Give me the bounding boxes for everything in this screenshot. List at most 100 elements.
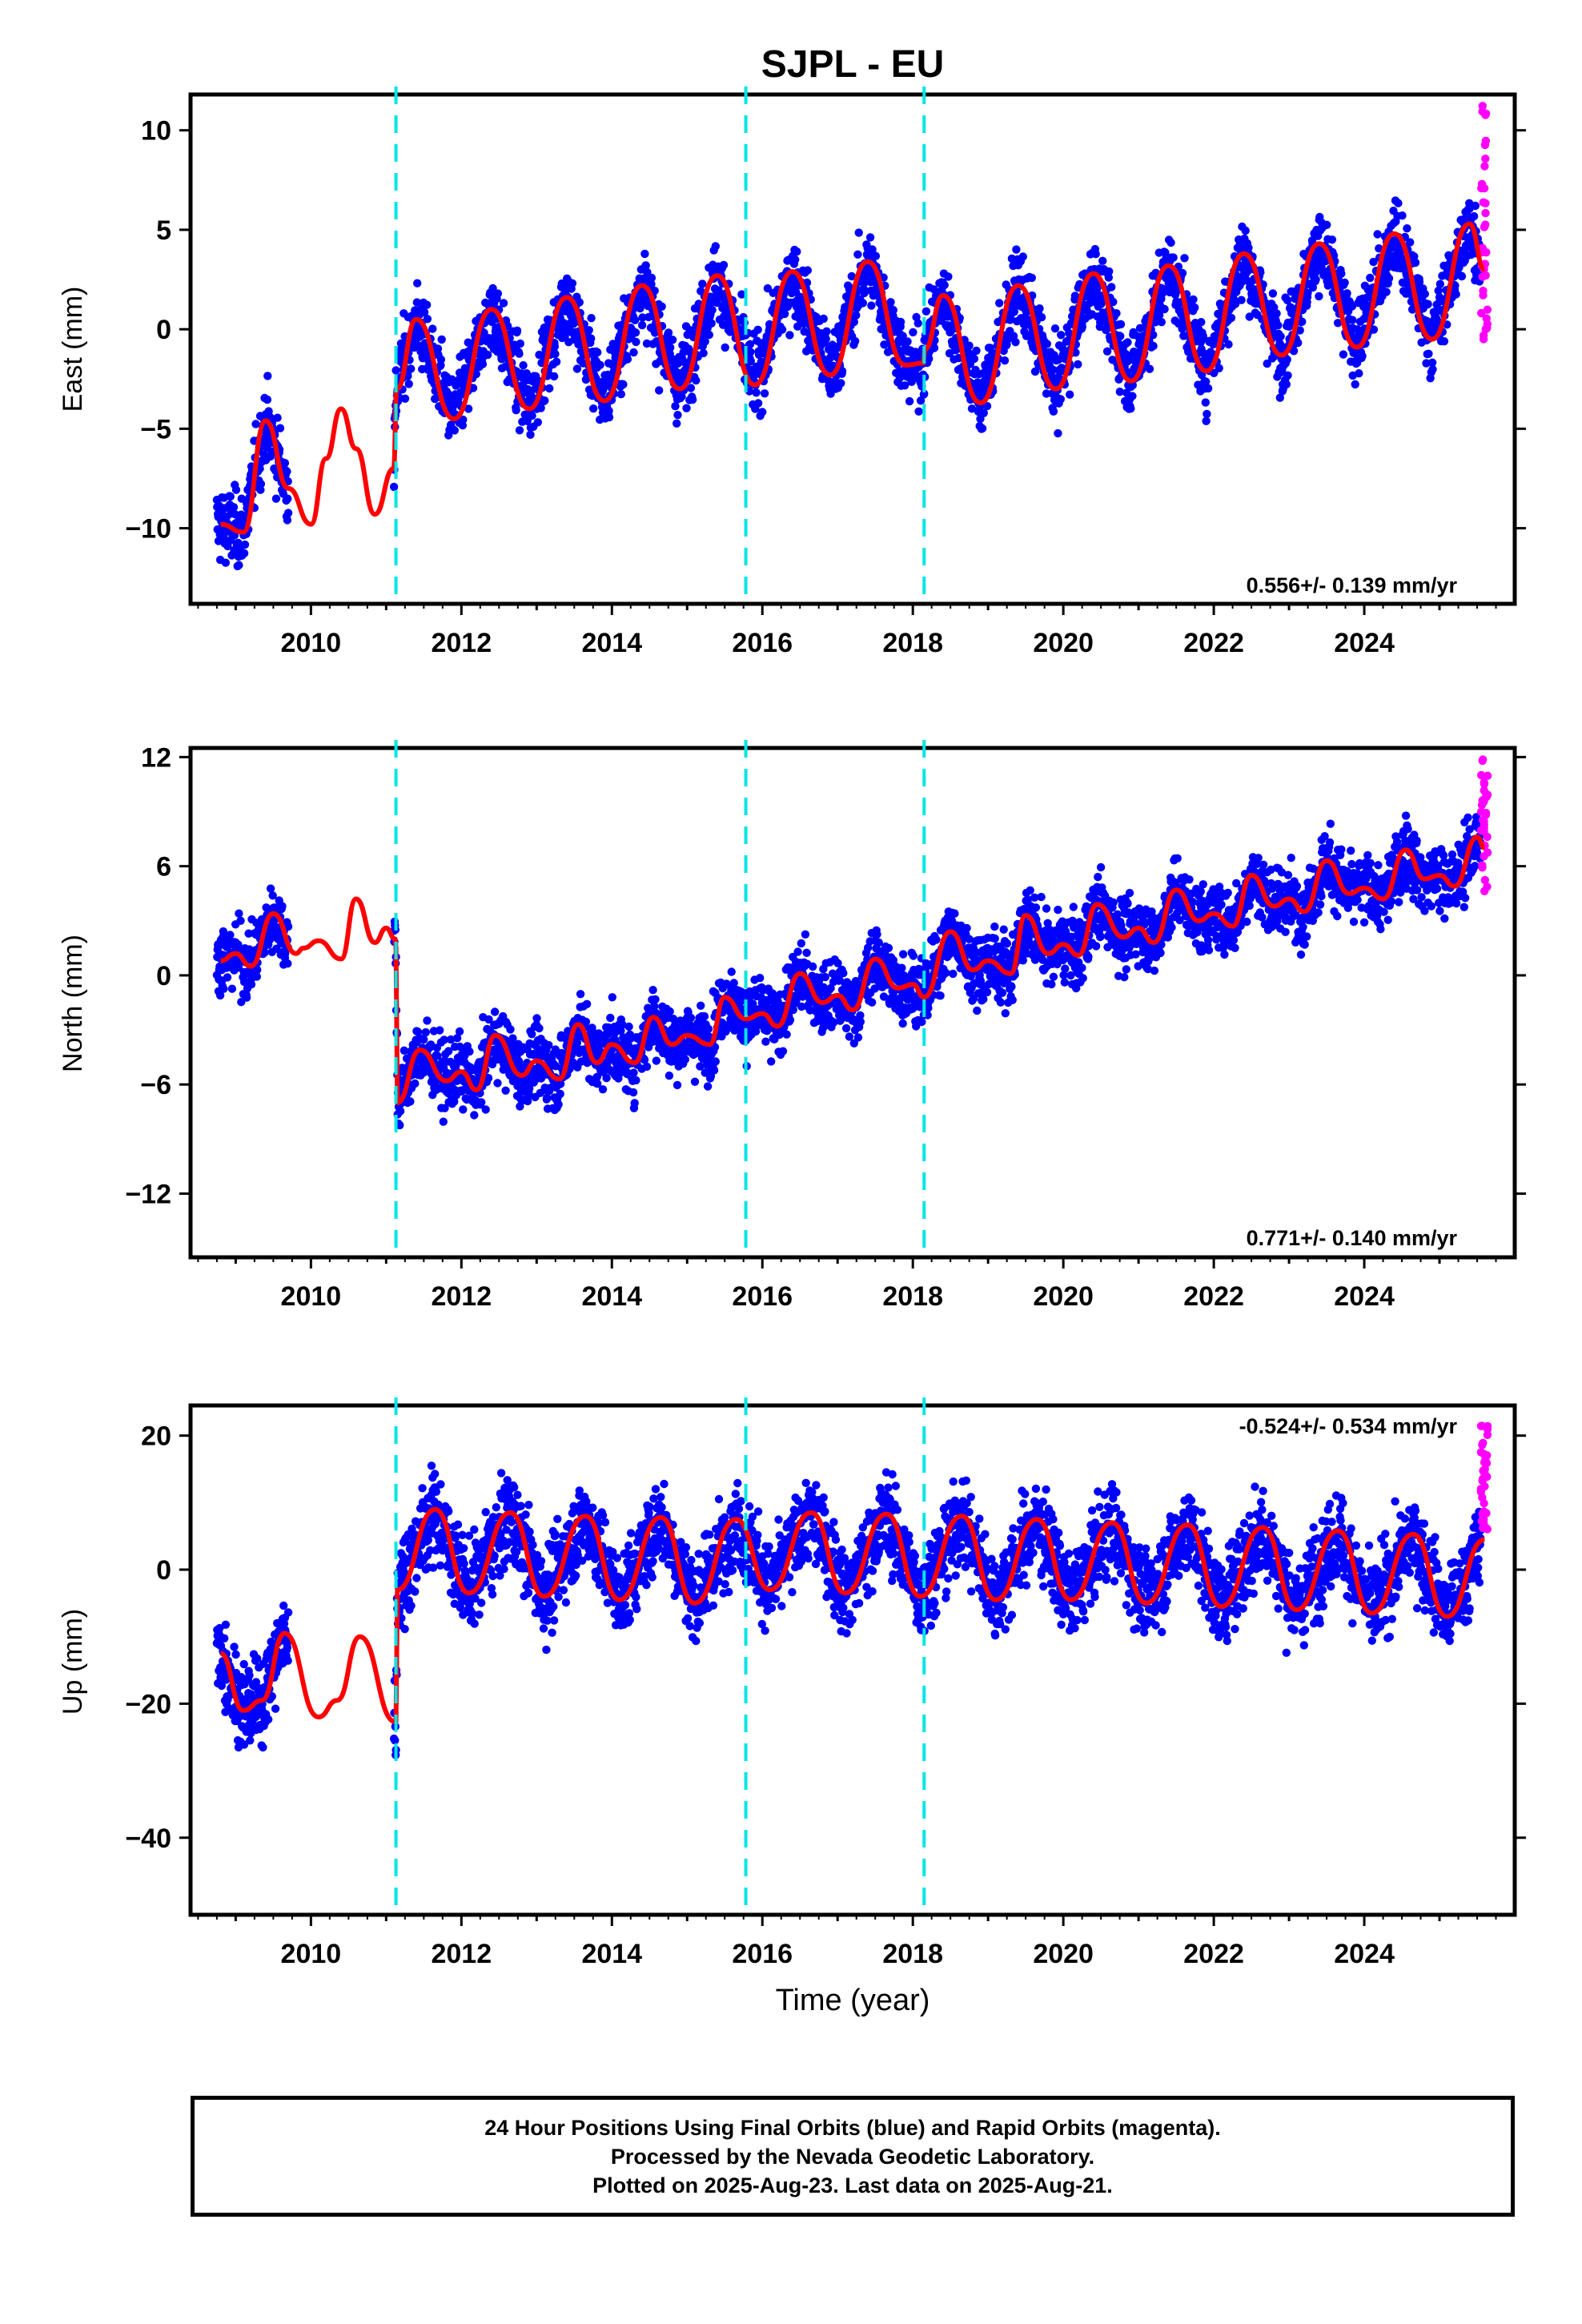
data-point xyxy=(749,999,757,1008)
data-point xyxy=(450,1097,459,1106)
data-point xyxy=(707,319,716,328)
data-point xyxy=(1366,273,1375,283)
data-point xyxy=(512,406,520,415)
data-point xyxy=(1157,318,1166,327)
data-point xyxy=(628,1088,638,1097)
data-point xyxy=(400,1046,408,1055)
data-point xyxy=(440,1104,449,1113)
data-point xyxy=(886,298,895,307)
data-point xyxy=(389,482,399,492)
x-tick-label: 2022 xyxy=(1183,628,1244,658)
data-point xyxy=(420,308,429,317)
data-point xyxy=(283,922,293,931)
data-point xyxy=(602,1074,611,1083)
data-point xyxy=(452,1034,462,1043)
data-point xyxy=(880,340,889,349)
data-point xyxy=(1451,281,1460,290)
data-point xyxy=(465,1047,474,1056)
chart-title: SJPL - EU xyxy=(761,43,945,86)
data-point xyxy=(668,336,677,344)
data-point xyxy=(1116,320,1126,329)
data-point xyxy=(1323,220,1331,229)
data-point xyxy=(1283,355,1291,364)
data-point xyxy=(700,1011,709,1021)
x-tick-label: 2018 xyxy=(882,628,943,658)
data-point xyxy=(608,993,616,1002)
data-point xyxy=(650,286,659,296)
data-point xyxy=(854,228,863,237)
data-point xyxy=(391,366,400,375)
data-point xyxy=(623,355,632,364)
data-point xyxy=(242,993,251,1002)
data-point xyxy=(1275,393,1285,402)
x-tick-label: 2012 xyxy=(431,628,492,658)
data-point xyxy=(865,233,875,242)
data-point xyxy=(273,413,282,422)
data-point xyxy=(593,1080,602,1088)
data-point xyxy=(692,376,701,385)
data-point xyxy=(1340,278,1349,287)
data-point xyxy=(604,412,614,422)
data-point xyxy=(484,1015,493,1024)
data-point xyxy=(665,1072,674,1080)
data-point xyxy=(727,967,736,976)
data-point xyxy=(545,384,554,393)
data-point xyxy=(849,317,859,327)
data-point xyxy=(1294,338,1303,348)
data-point xyxy=(641,261,650,270)
data-point xyxy=(666,343,675,352)
rapid-data-point xyxy=(1480,140,1490,150)
data-point xyxy=(1098,256,1107,265)
data-point xyxy=(711,242,720,251)
rate-label-east: 0.556+/- 0.139 mm/yr xyxy=(1247,573,1458,597)
data-point xyxy=(819,314,828,324)
y-tick-label: −5 xyxy=(140,414,171,444)
data-point xyxy=(1107,283,1116,292)
data-point xyxy=(673,1080,682,1090)
data-point xyxy=(526,430,535,439)
rapid-data-point xyxy=(1478,243,1487,252)
data-point xyxy=(464,404,473,413)
data-point xyxy=(227,984,237,993)
data-point xyxy=(1311,275,1320,284)
data-point xyxy=(484,350,492,360)
data-point xyxy=(1215,364,1223,372)
data-point xyxy=(572,364,582,373)
data-point xyxy=(746,348,755,356)
data-point xyxy=(543,1093,552,1103)
data-point xyxy=(847,271,857,281)
data-point xyxy=(1202,377,1211,386)
data-point xyxy=(713,298,721,308)
data-point xyxy=(1358,352,1367,360)
data-point xyxy=(470,1111,479,1120)
data-point xyxy=(581,1017,591,1027)
data-point xyxy=(1104,273,1114,282)
data-point xyxy=(436,1026,444,1035)
data-point xyxy=(940,280,949,290)
data-point xyxy=(1231,300,1240,308)
data-point xyxy=(1224,340,1233,349)
data-point xyxy=(1469,211,1479,221)
data-point xyxy=(650,1002,659,1011)
data-point xyxy=(484,1074,493,1083)
data-point xyxy=(699,348,708,358)
data-point xyxy=(446,1035,456,1044)
data-point xyxy=(493,1079,502,1088)
rapid-data-point xyxy=(1481,155,1490,163)
data-point xyxy=(837,379,845,388)
data-point xyxy=(219,927,228,936)
data-point xyxy=(978,424,987,433)
rapid-data-point xyxy=(1477,308,1486,318)
data-point xyxy=(1123,356,1133,366)
rapid-data-point xyxy=(1478,272,1487,281)
data-point xyxy=(1452,290,1460,299)
data-point xyxy=(528,411,536,420)
data-point xyxy=(697,1001,705,1011)
data-point xyxy=(240,540,250,549)
data-point xyxy=(1295,326,1304,335)
data-point xyxy=(669,1015,678,1023)
data-point xyxy=(632,1076,640,1085)
data-point xyxy=(226,492,235,501)
data-point xyxy=(822,327,831,336)
data-point xyxy=(551,1045,560,1054)
